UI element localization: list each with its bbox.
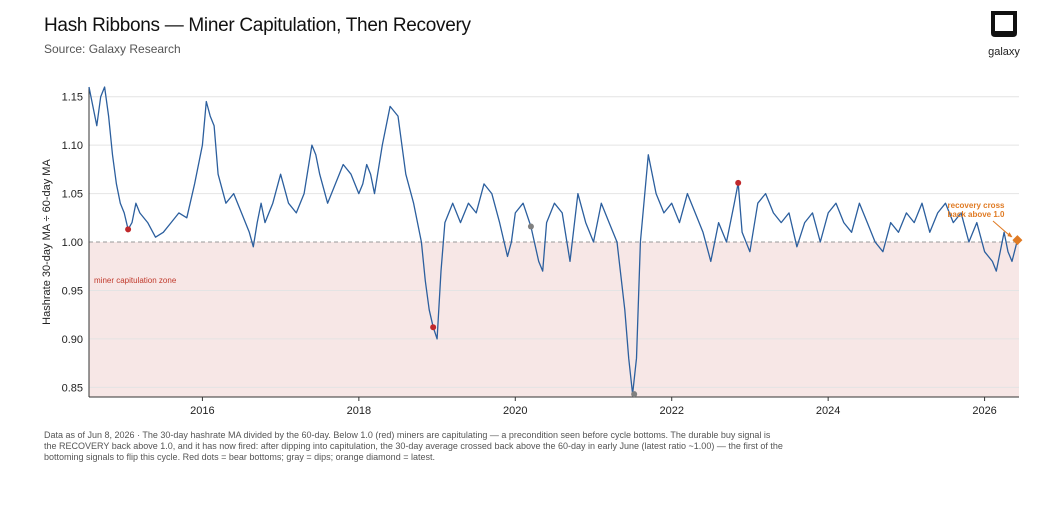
dip-dot — [527, 223, 534, 230]
y-tick-label: 0.95 — [62, 285, 83, 297]
latest-diamond-marker — [1012, 235, 1023, 246]
x-tick-label: 2026 — [972, 405, 996, 417]
recovery-callout-arrowhead — [1007, 232, 1013, 238]
y-tick-label: 0.85 — [62, 382, 83, 394]
y-axis-label: Hashrate 30-day MA ÷ 60-day MA — [41, 159, 53, 325]
capitulation-zone — [89, 242, 1019, 397]
bear-bottom-dot — [430, 324, 437, 331]
y-tick-label: 1.05 — [62, 189, 83, 201]
x-tick-label: 2018 — [347, 405, 371, 417]
chart-subtitle: Source: Galaxy Research — [44, 42, 181, 56]
x-tick-label: 2022 — [659, 405, 683, 417]
hash-ribbon-line — [88, 86, 1019, 395]
footnote: Data as of Jun 8, 2026 · The 30-day hash… — [44, 430, 783, 462]
x-tick-label: 2024 — [816, 405, 840, 417]
y-tick-label: 0.90 — [62, 334, 83, 346]
recovery-callout-label: recovery cross — [948, 201, 1005, 210]
x-tick-label: 2020 — [503, 405, 527, 417]
galaxy-logo-icon — [991, 11, 1017, 37]
dip-dot — [631, 391, 638, 398]
recovery-callout-label: back above 1.0 — [948, 210, 1005, 219]
galaxy-logo: galaxy — [986, 9, 1022, 58]
x-tick-label: 2016 — [190, 405, 214, 417]
bear-bottom-dot — [735, 179, 742, 186]
y-tick-label: 1.10 — [62, 140, 83, 152]
bear-bottom-dot — [125, 226, 132, 233]
logo-text: galaxy — [988, 46, 1020, 58]
y-tick-label: 1.15 — [62, 92, 83, 104]
plot-area: 0.85 0.90 0.95 1.00 1.05 1.10 1.15 2016 2018 2020… — [41, 86, 1023, 417]
chart-title: Hash Ribbons — Miner Capitulation, Then … — [44, 15, 471, 36]
capitulation-zone-label: miner capitulation zone — [94, 276, 177, 285]
y-tick-label: 1.00 — [62, 237, 83, 249]
